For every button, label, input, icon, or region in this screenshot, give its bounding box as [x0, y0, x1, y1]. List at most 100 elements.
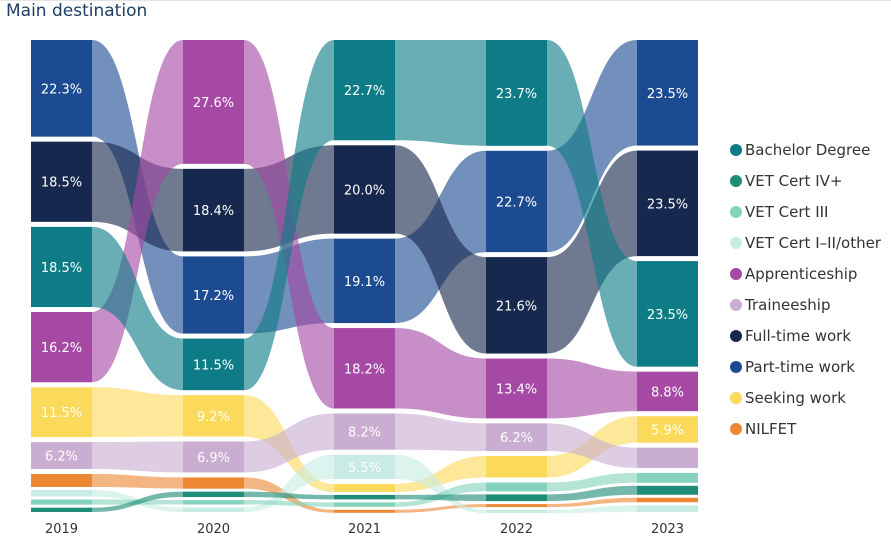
- node-seeking-2021[interactable]: [334, 484, 395, 492]
- node-bachelor-2022[interactable]: [486, 40, 547, 146]
- node-apprenticeship-2020[interactable]: [183, 40, 244, 164]
- node-apprenticeship-2023[interactable]: [637, 371, 698, 412]
- value-label-parttime-2021: 19.1%: [344, 275, 385, 290]
- legend-item-seeking[interactable]: Seeking work: [730, 389, 846, 407]
- value-label-fulltime-2020: 18.4%: [193, 204, 234, 219]
- value-label-fulltime-2023: 23.5%: [647, 197, 688, 212]
- node-fulltime-2023[interactable]: [637, 150, 698, 257]
- node-apprenticeship-2019[interactable]: [31, 312, 92, 383]
- flow-traineeship-2020-2021: [244, 413, 334, 473]
- legend-item-fulltime[interactable]: Full-time work: [730, 327, 851, 345]
- node-vet3-2021[interactable]: [334, 502, 395, 507]
- node-vet3-2022[interactable]: [486, 482, 547, 492]
- node-seeking-2022[interactable]: [486, 456, 547, 478]
- value-label-traineeship-2022: 6.2%: [500, 431, 533, 446]
- node-bachelor-2020[interactable]: [183, 338, 244, 391]
- legend-dot-icon: [730, 237, 742, 249]
- legend-item-apprenticeship[interactable]: Apprenticeship: [730, 265, 857, 283]
- node-vet3-2020[interactable]: [183, 500, 244, 505]
- value-label-bachelor-2021: 22.7%: [344, 84, 385, 99]
- legend-item-vet12[interactable]: VET Cert I–II/other: [730, 234, 882, 252]
- node-traineeship-2023[interactable]: [637, 447, 698, 468]
- node-vet3-2019[interactable]: [31, 499, 92, 505]
- node-parttime-2022[interactable]: [486, 150, 547, 253]
- flow-bachelor-2019-2020: [92, 226, 183, 391]
- node-traineeship-2019[interactable]: [31, 442, 92, 469]
- node-traineeship-2021[interactable]: [334, 413, 395, 450]
- legend-item-nilfet[interactable]: NILFET: [730, 420, 797, 438]
- legend-item-vet4[interactable]: VET Cert IV+: [730, 172, 842, 190]
- legend-dot-icon: [730, 392, 742, 404]
- legend-dot-icon: [730, 175, 742, 187]
- legend-label: Seeking work: [745, 389, 846, 407]
- top-divider: [0, 0, 891, 1]
- flow-apprenticeship-2021-2022: [395, 328, 486, 419]
- flow-vet4-2020-2021: [244, 491, 334, 500]
- node-vet12-2019[interactable]: [31, 489, 92, 497]
- flow-vet3-2021-2022: [395, 482, 486, 507]
- legend-item-vet3[interactable]: VET Cert III: [730, 203, 828, 221]
- flow-vet12-2022-2023: [547, 505, 637, 514]
- node-seeking-2023[interactable]: [637, 416, 698, 443]
- legend-label: NILFET: [745, 420, 797, 438]
- node-nilfet-2019[interactable]: [31, 473, 92, 487]
- value-label-parttime-2022: 22.7%: [496, 195, 537, 210]
- node-nilfet-2023[interactable]: [637, 497, 698, 503]
- node-fulltime-2020[interactable]: [183, 168, 244, 252]
- node-apprenticeship-2021[interactable]: [334, 328, 395, 409]
- legend-label: VET Cert III: [745, 203, 828, 221]
- node-fulltime-2021[interactable]: [334, 145, 395, 234]
- node-parttime-2023[interactable]: [637, 40, 698, 146]
- flow-traineeship-2021-2022: [395, 413, 486, 452]
- value-label-seeking-2023: 5.9%: [651, 423, 684, 438]
- legend-item-traineeship[interactable]: Traineeship: [730, 296, 830, 314]
- flow-traineeship-2022-2023: [547, 423, 637, 468]
- node-traineeship-2020[interactable]: [183, 441, 244, 473]
- flow-seeking-2019-2020: [92, 387, 183, 438]
- legend-dot-icon: [730, 299, 742, 311]
- value-label-vet12-2021: 5.5%: [348, 461, 381, 476]
- node-parttime-2019[interactable]: [31, 40, 92, 137]
- value-label-seeking-2019: 11.5%: [41, 406, 82, 421]
- value-label-traineeship-2021: 8.2%: [348, 426, 381, 441]
- node-bachelor-2021[interactable]: [334, 40, 395, 141]
- node-vet4-2023[interactable]: [637, 485, 698, 495]
- node-traineeship-2022[interactable]: [486, 423, 547, 452]
- year-label-2023: 2023: [651, 522, 684, 537]
- value-label-fulltime-2019: 18.5%: [41, 176, 82, 191]
- legend-item-parttime[interactable]: Part-time work: [730, 358, 855, 376]
- node-parttime-2021[interactable]: [334, 238, 395, 324]
- node-nilfet-2020[interactable]: [183, 477, 244, 489]
- legend-dot-icon: [730, 144, 742, 156]
- flow-nilfet-2022-2023: [547, 497, 637, 508]
- page-title: Main destination: [6, 1, 148, 21]
- node-bachelor-2019[interactable]: [31, 226, 92, 308]
- node-parttime-2020[interactable]: [183, 256, 244, 334]
- node-fulltime-2022[interactable]: [486, 257, 547, 354]
- flow-vet4-2021-2022: [395, 494, 486, 502]
- node-fulltime-2019[interactable]: [31, 141, 92, 222]
- node-apprenticeship-2022[interactable]: [486, 358, 547, 419]
- flow-vet3-2020-2021: [244, 500, 334, 507]
- node-vet12-2021[interactable]: [334, 454, 395, 480]
- value-label-parttime-2019: 22.3%: [41, 82, 82, 97]
- node-nilfet-2021[interactable]: [334, 509, 395, 513]
- node-seeking-2020[interactable]: [183, 395, 244, 437]
- node-layer: [31, 40, 698, 514]
- node-seeking-2019[interactable]: [31, 387, 92, 438]
- legend[interactable]: Bachelor Degree VET Cert IV+ VET Cert III V…: [730, 141, 882, 438]
- node-vet4-2021[interactable]: [334, 494, 395, 500]
- node-bachelor-2023[interactable]: [637, 261, 698, 367]
- value-label-bachelor-2022: 23.7%: [496, 87, 537, 102]
- node-vet12-2023[interactable]: [637, 505, 698, 512]
- node-vet12-2022[interactable]: [486, 510, 547, 514]
- value-label-fulltime-2022: 21.6%: [496, 299, 537, 314]
- value-label-seeking-2020: 9.2%: [197, 410, 230, 425]
- node-nilfet-2022[interactable]: [486, 504, 547, 508]
- node-vet4-2020[interactable]: [183, 491, 244, 498]
- node-vet4-2022[interactable]: [486, 494, 547, 502]
- node-vet3-2023[interactable]: [637, 472, 698, 483]
- node-vet12-2020[interactable]: [183, 507, 244, 512]
- node-vet4-2019[interactable]: [31, 507, 92, 512]
- legend-item-bachelor[interactable]: Bachelor Degree: [730, 141, 870, 159]
